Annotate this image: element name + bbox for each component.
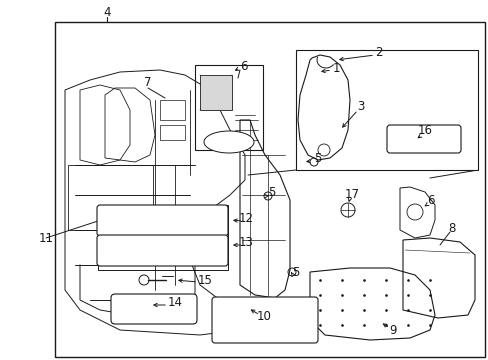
FancyBboxPatch shape <box>97 205 227 236</box>
FancyBboxPatch shape <box>212 297 317 343</box>
Text: 17: 17 <box>344 189 359 202</box>
Text: 16: 16 <box>417 123 431 136</box>
Text: 5: 5 <box>314 152 321 165</box>
Text: 6: 6 <box>427 194 434 207</box>
Text: 15: 15 <box>197 274 212 287</box>
Bar <box>200 75 231 110</box>
Text: 6: 6 <box>240 59 247 72</box>
Bar <box>195 65 263 150</box>
Text: 1: 1 <box>331 62 339 75</box>
Text: 7: 7 <box>144 76 151 89</box>
Bar <box>68 165 153 230</box>
Ellipse shape <box>203 131 253 153</box>
Text: 5: 5 <box>292 266 299 279</box>
FancyBboxPatch shape <box>111 294 197 324</box>
Text: 9: 9 <box>388 324 396 337</box>
Bar <box>98 205 227 270</box>
Text: 3: 3 <box>357 100 364 113</box>
Bar <box>160 100 184 120</box>
Text: 14: 14 <box>167 297 182 310</box>
Text: 2: 2 <box>374 45 382 58</box>
Text: 11: 11 <box>39 231 53 244</box>
Bar <box>160 125 184 140</box>
Text: 13: 13 <box>238 235 253 248</box>
Bar <box>55 22 484 357</box>
Text: 5: 5 <box>268 186 275 199</box>
Text: 8: 8 <box>447 221 455 234</box>
Text: 4: 4 <box>103 5 110 18</box>
FancyBboxPatch shape <box>386 125 460 153</box>
Bar <box>295 50 477 170</box>
FancyBboxPatch shape <box>97 235 227 266</box>
Text: 10: 10 <box>256 310 271 324</box>
Text: 12: 12 <box>238 211 253 225</box>
